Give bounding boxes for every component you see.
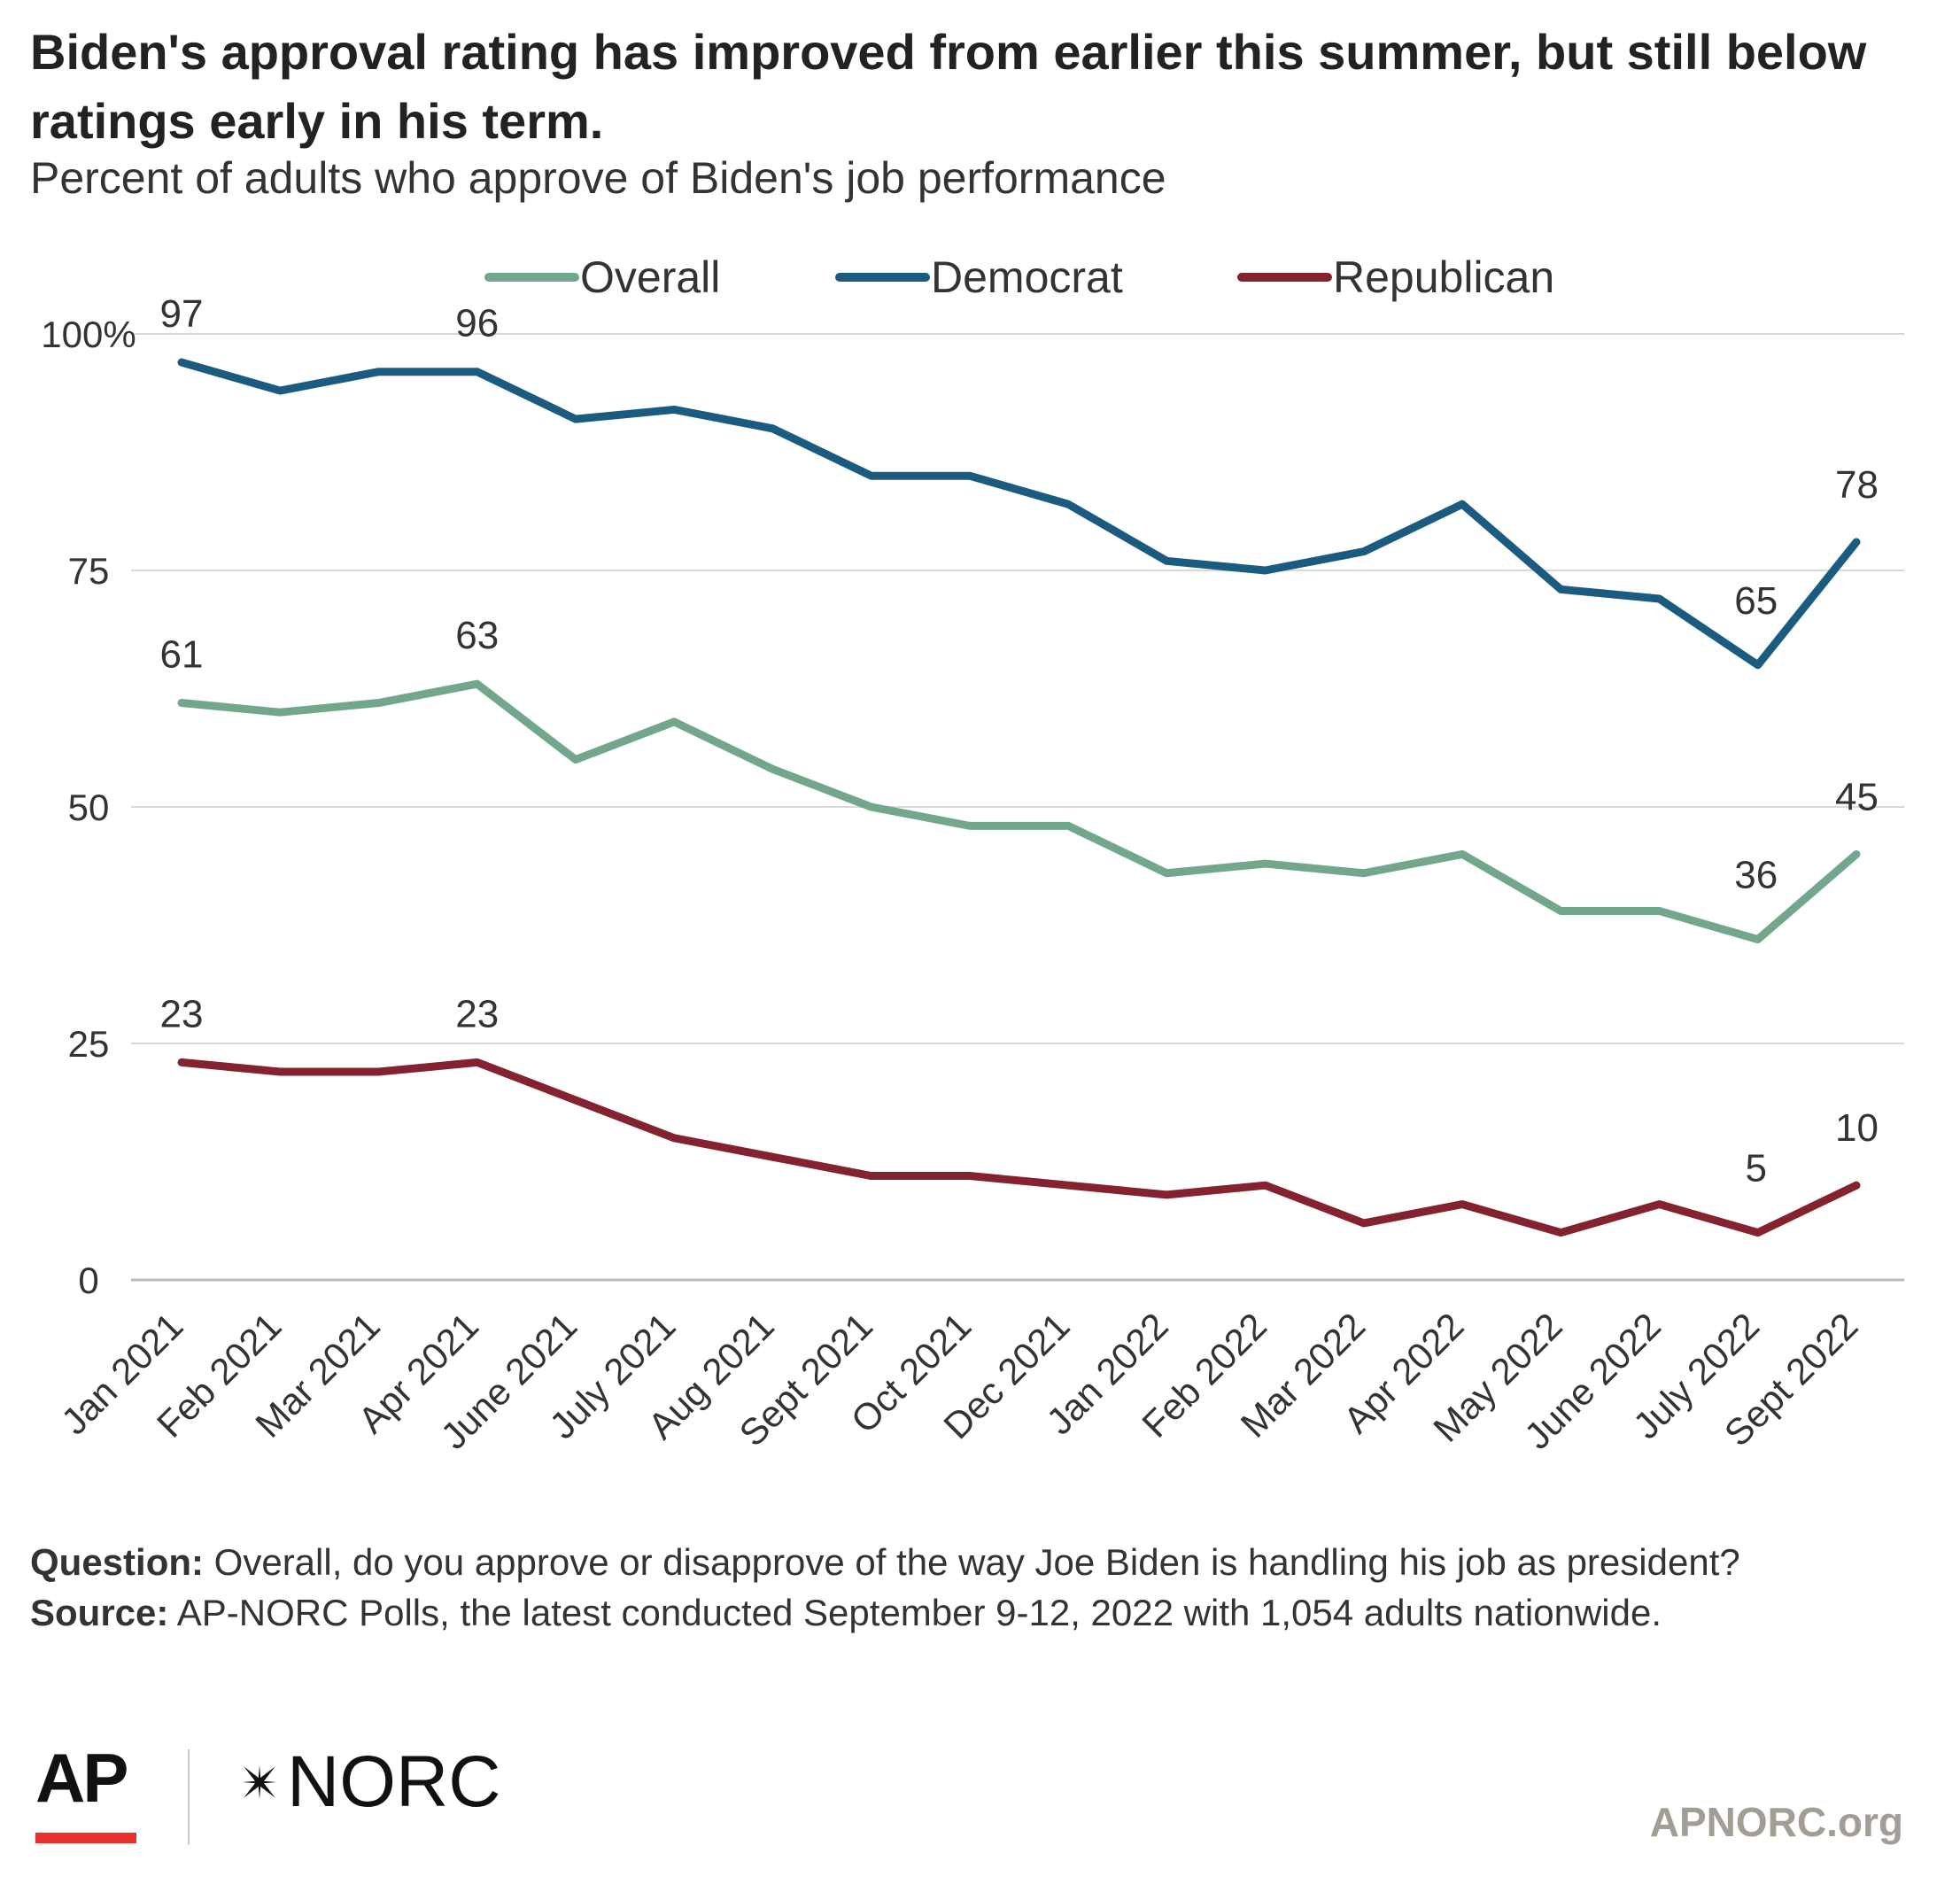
series-line-republican xyxy=(177,1058,1861,1237)
source-label: Source: xyxy=(30,1592,169,1633)
series-line-overall xyxy=(177,679,1861,944)
data-label-overall: 61 xyxy=(160,633,204,677)
gridlines xyxy=(131,333,1904,1282)
data-label-republican: 5 xyxy=(1746,1147,1767,1190)
ap-logo-bar xyxy=(35,1833,136,1843)
data-label-overall: 63 xyxy=(455,614,499,657)
data-label-overall: 36 xyxy=(1734,854,1778,897)
data-labels: 61 63 36 45 97 96 65 78 23 23 5 10 xyxy=(160,292,1879,1190)
site-url: APNORC.org xyxy=(1649,1799,1903,1845)
logo-divider xyxy=(188,1749,190,1845)
data-label-democrat: 97 xyxy=(160,292,204,336)
series-line-democrat xyxy=(177,358,1861,670)
source-text: AP-NORC Polls, the latest conducted Sept… xyxy=(168,1592,1662,1633)
source-note: Source: AP-NORC Polls, the latest conduc… xyxy=(30,1587,1934,1638)
ap-logo: AP xyxy=(35,1739,128,1817)
data-label-democrat: 96 xyxy=(455,302,499,345)
question-label: Question: xyxy=(30,1541,204,1583)
legend-label-democrat: Democrat xyxy=(931,252,1123,302)
question-text: Overall, do you approve or disapprove of… xyxy=(204,1541,1740,1583)
legend-label-republican: Republican xyxy=(1333,252,1554,302)
y-tick-label: 50 xyxy=(68,787,110,828)
chart-notes: Question: Overall, do you approve or dis… xyxy=(30,1537,1934,1638)
chart-subtitle: Percent of adults who approve of Biden's… xyxy=(30,153,1166,203)
chart-title: Biden's approval rating has improved fro… xyxy=(30,24,1867,149)
series-lines xyxy=(177,358,1861,1237)
data-label-republican: 23 xyxy=(455,992,499,1035)
y-tick-label: 25 xyxy=(68,1023,110,1065)
data-label-republican: 10 xyxy=(1835,1106,1879,1150)
legend-label-overall: Overall xyxy=(580,252,720,302)
question-note: Question: Overall, do you approve or dis… xyxy=(30,1537,1934,1587)
data-label-republican: 23 xyxy=(160,992,204,1035)
y-tick-label: 0 xyxy=(78,1260,98,1301)
norc-logo-text: NORC xyxy=(287,1741,501,1822)
y-axis-ticks: 0 25 50 75 100% xyxy=(41,314,136,1301)
legend: Overall Democrat Republican xyxy=(484,252,1554,302)
y-tick-label: 75 xyxy=(68,550,110,592)
data-label-overall: 45 xyxy=(1835,775,1879,818)
data-label-democrat: 65 xyxy=(1734,579,1778,623)
norc-logo: NORC xyxy=(234,1741,500,1824)
data-label-democrat: 78 xyxy=(1835,463,1879,507)
y-tick-label: 100% xyxy=(41,314,136,355)
star-icon xyxy=(242,1764,277,1800)
